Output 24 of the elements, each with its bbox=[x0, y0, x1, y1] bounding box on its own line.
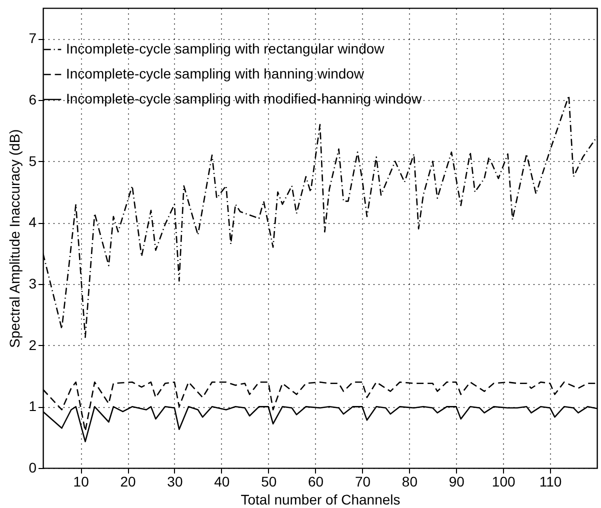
x-tick-label: 110 bbox=[539, 474, 562, 490]
x-tick-label: 70 bbox=[354, 474, 371, 490]
legend-label: Incomplete-cycle sampling with hanning window bbox=[66, 66, 365, 82]
x-tick-label: 100 bbox=[492, 474, 516, 490]
x-tick-label: 10 bbox=[73, 474, 90, 490]
y-tick-label: 5 bbox=[28, 152, 37, 169]
y-tick-label: 1 bbox=[28, 398, 37, 414]
x-tick-label: 30 bbox=[167, 474, 183, 490]
legend-label: Incomplete-cycle sampling with rectangular window bbox=[66, 40, 386, 56]
x-tick-label: 50 bbox=[261, 474, 277, 490]
y-tick-label: 6 bbox=[28, 92, 37, 108]
x-tick-label: 40 bbox=[214, 474, 230, 490]
x-tick-label: 90 bbox=[448, 474, 465, 490]
x-tick-label: 60 bbox=[308, 474, 324, 490]
y-tick-label: 4 bbox=[28, 214, 37, 230]
x-tick-label: 20 bbox=[120, 474, 136, 490]
y-tick-label: 0 bbox=[28, 460, 37, 476]
x-tick-label: 80 bbox=[402, 474, 418, 490]
y-tick-label: 2 bbox=[28, 336, 37, 353]
y-tick-label: 7 bbox=[28, 30, 37, 46]
y-tick-label: 3 bbox=[28, 276, 37, 292]
legend-label: Incomplete-cycle sampling with modified-hanning window bbox=[66, 90, 423, 106]
y-axis-title: Spectral Amplitude Inaccuracy (dB) bbox=[6, 129, 23, 348]
x-axis-title: Total number of Channels bbox=[240, 492, 400, 508]
